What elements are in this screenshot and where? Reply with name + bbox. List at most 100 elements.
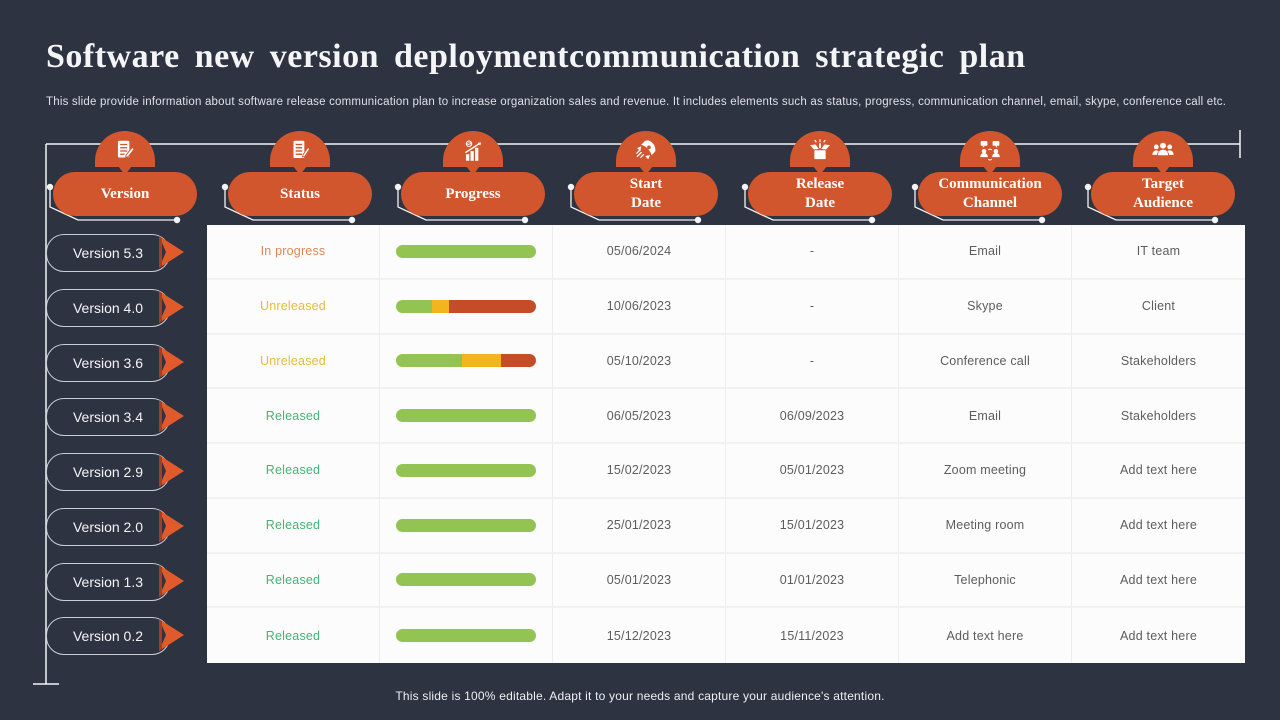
version-row-label: Version 3.4 (46, 398, 184, 437)
dome-pointer (118, 166, 132, 175)
version-row-label: Version 1.3 (46, 562, 184, 601)
version-text: Version 5.3 (72, 245, 144, 261)
progress-bar (396, 573, 536, 587)
target-audience-cell-text: Stakeholders (1120, 408, 1197, 423)
arrow-right-icon (158, 455, 184, 487)
audience-icon (1150, 138, 1176, 167)
progress-bar (396, 354, 536, 368)
communication-channel-cell: Zoom meeting (899, 444, 1072, 499)
start-date-cell-text: 05/06/2024 (606, 244, 672, 259)
start-date-cell: 05/06/2024 (553, 225, 726, 280)
column-header-target-audience: Target Audience (1091, 131, 1235, 216)
version-header-pill: Version (53, 172, 197, 216)
status-cell: In progress (207, 225, 380, 280)
communication-channel-cell: Email (899, 389, 1072, 444)
target-audience-cell: Add text here (1072, 553, 1245, 609)
dome-pointer (1156, 166, 1170, 175)
version-row-label: Version 2.0 (46, 507, 184, 546)
column-header-label: Status (279, 185, 320, 202)
column-icon-badge: $ (443, 131, 503, 167)
progress-cell (380, 279, 553, 335)
communication-channel-header-pill: Communication Channel (918, 172, 1062, 216)
communication-channel-cell-text: Email (968, 408, 1002, 423)
column-icon-badge (95, 131, 155, 167)
column-header-label: Release Date (795, 176, 845, 211)
checklist-icon (287, 138, 313, 167)
connector-dot (694, 216, 702, 224)
release-date-cell: - (726, 279, 899, 335)
status-cell: Released (207, 608, 380, 663)
status-text: Unreleased (260, 353, 326, 368)
start-date-cell-text: 05/10/2023 (606, 353, 672, 368)
release-date-cell-text: 05/01/2023 (779, 463, 845, 478)
table-row: Released 05/01/2023 01/01/2023 Telephonic Ad… (207, 553, 1245, 609)
connector-dot (1038, 216, 1046, 224)
column-header-label: Progress (445, 185, 501, 202)
target-audience-cell-text: Stakeholders (1120, 353, 1197, 368)
open-box-icon (807, 138, 833, 167)
table-row: Released 06/05/2023 06/09/2023 Email Stakeho… (207, 389, 1245, 444)
status-cell: Released (207, 389, 380, 444)
progress-header-pill: Progress (401, 172, 545, 216)
start-date-cell: 25/01/2023 (553, 498, 726, 554)
growth-chart-icon: $ (460, 138, 486, 167)
version-row-label: Version 0.2 (46, 617, 184, 656)
column-icon-badge (270, 131, 330, 167)
progress-segment-green (396, 463, 536, 477)
version-text: Version 4.0 (72, 299, 144, 316)
target-audience-cell-text: Add text here (1120, 518, 1197, 533)
start-date-cell-text: 05/01/2023 (606, 572, 672, 587)
status-text: Released (265, 628, 321, 643)
column-icon-badge (616, 131, 676, 167)
status-cell: Released (207, 498, 380, 554)
arrow-right-icon (158, 564, 184, 597)
start-date-cell-text: 15/12/2023 (606, 628, 672, 643)
start-date-header-pill: Start Date (574, 172, 718, 216)
column-header-label: Communication Channel (938, 176, 1042, 211)
status-text: In progress (260, 244, 326, 259)
version-text: Version 0.2 (72, 628, 144, 645)
version-row-label: Version 3.6 (46, 343, 184, 382)
target-audience-cell: IT team (1072, 225, 1245, 280)
progress-segment-yellow (432, 299, 450, 313)
progress-cell (380, 225, 553, 280)
table-row: Released 15/12/2023 15/11/2023 Add text her… (207, 608, 1245, 663)
start-date-cell-text: 10/06/2023 (606, 299, 672, 314)
start-date-cell: 15/02/2023 (553, 444, 726, 499)
start-date-cell-text: 06/05/2023 (606, 408, 672, 423)
release-date-cell-text: 01/01/2023 (779, 572, 845, 587)
slide-subtitle: This slide provide information about sof… (46, 96, 1227, 108)
start-date-cell: 05/01/2023 (553, 553, 726, 609)
communication-channel-cell-text: Add text here (946, 628, 1024, 643)
start-date-cell: 06/05/2023 (553, 389, 726, 444)
version-text: Version 2.9 (72, 464, 144, 480)
start-date-cell-text: 25/01/2023 (606, 518, 672, 533)
column-header-label: Start Date (629, 176, 663, 211)
target-audience-cell-text: Add text here (1120, 628, 1197, 643)
communication-channel-cell-text: Email (968, 244, 1002, 259)
table-row: Unreleased 05/10/2023 - Conference call Stak… (207, 334, 1245, 390)
progress-segment-yellow (461, 354, 501, 368)
version-text: Version 1.3 (72, 573, 144, 590)
version-row-label: Version 4.0 (46, 288, 184, 327)
status-cell: Released (207, 444, 380, 499)
dome-pointer (983, 166, 997, 175)
communication-channel-cell-text: Telephonic (954, 572, 1016, 587)
target-audience-cell: Add text here (1072, 498, 1245, 554)
column-header-version: Version (53, 131, 197, 216)
progress-cell (380, 608, 553, 663)
version-row-label: Version 2.9 (46, 453, 184, 491)
status-cell: Released (207, 553, 380, 609)
footer-note: This slide is 100% editable. Adapt it to… (395, 689, 885, 703)
progress-cell (380, 334, 553, 390)
slide-title: Software new version deploymentcommunica… (46, 38, 1026, 75)
connector-dot (173, 216, 181, 224)
data-table: In progress 05/06/2024 - Email IT team Unrele… (207, 225, 1245, 663)
release-date-cell: 15/11/2023 (726, 608, 899, 663)
document-edit-icon (112, 138, 138, 167)
target-audience-cell-text: Client (1141, 299, 1176, 314)
progress-cell (380, 389, 553, 444)
progress-bar (396, 629, 536, 643)
arrow-right-icon (158, 400, 184, 433)
dome-pointer (466, 166, 480, 175)
